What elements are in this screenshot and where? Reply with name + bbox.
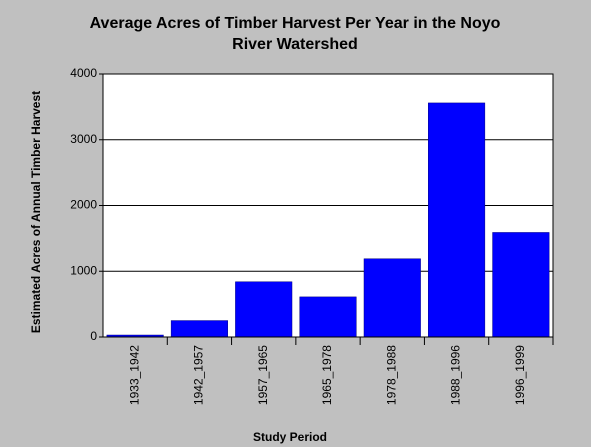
plot-border bbox=[102, 73, 554, 338]
x-tick-label: 1933_1942 bbox=[127, 345, 141, 405]
x-axis-label: Study Period bbox=[253, 430, 327, 444]
bar bbox=[299, 296, 357, 338]
y-tick-label: 0 bbox=[90, 329, 97, 343]
bar bbox=[428, 102, 486, 338]
x-tick-label: 1942_1957 bbox=[192, 345, 206, 405]
y-axis-label: Estimated Acres of Annual Timber Harvest bbox=[29, 90, 43, 334]
x-tick-label: 1996_1999 bbox=[513, 345, 527, 405]
bar bbox=[170, 320, 228, 338]
bar bbox=[363, 258, 421, 338]
x-tick-label: 1988_1996 bbox=[449, 345, 463, 405]
y-tick-label: 4000 bbox=[70, 66, 97, 80]
x-tick-label: 1957_1965 bbox=[256, 345, 270, 405]
x-tick-label: 1965_1978 bbox=[320, 345, 334, 405]
y-tick-label: 2000 bbox=[70, 198, 97, 212]
bar bbox=[235, 281, 293, 338]
bar bbox=[492, 232, 550, 338]
chart-title: Average Acres of Timber Harvest Per Year… bbox=[89, 15, 501, 53]
x-tick-label: 1978_1988 bbox=[384, 345, 398, 405]
y-tick-label: 3000 bbox=[70, 132, 97, 146]
y-tick-label: 1000 bbox=[70, 263, 97, 277]
